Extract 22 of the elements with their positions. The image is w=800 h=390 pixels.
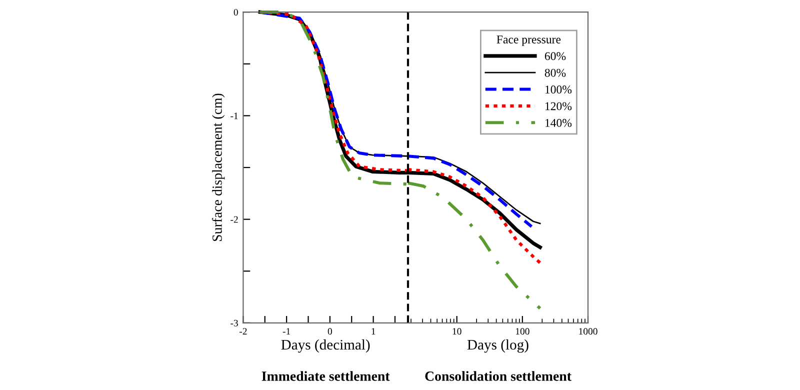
x-tick-label: 100 xyxy=(516,328,530,335)
legend-label: 140% xyxy=(545,118,572,127)
text: Immediate settlement xyxy=(262,371,390,381)
legend-label: 60% xyxy=(544,52,566,60)
y-tick-label: -1 xyxy=(230,112,238,120)
x-tick-label: 1 xyxy=(372,328,376,335)
y-axis-title: Surface displacement (cm) xyxy=(212,94,225,242)
x-tick-label: 1000 xyxy=(579,328,598,335)
y-tick-label: -2 xyxy=(230,216,238,223)
x-tick-label: 0 xyxy=(328,328,332,335)
x-tick-label: 10 xyxy=(452,328,462,335)
legend-label: 80% xyxy=(544,68,566,77)
x-axis-title: Days (decimal) xyxy=(281,339,370,353)
x-axis-title: Days (log) xyxy=(467,339,528,353)
legend-label: 120% xyxy=(545,102,572,110)
legend-title: Face pressure xyxy=(496,36,561,46)
x-tick-label: -1 xyxy=(282,328,290,335)
y-tick-label: 0 xyxy=(234,9,238,16)
x-tick-label: -2 xyxy=(240,328,247,335)
legend-label: 100% xyxy=(545,86,572,94)
text: Consolidation settlement xyxy=(425,371,572,381)
y-tick-label: -3 xyxy=(230,320,238,326)
